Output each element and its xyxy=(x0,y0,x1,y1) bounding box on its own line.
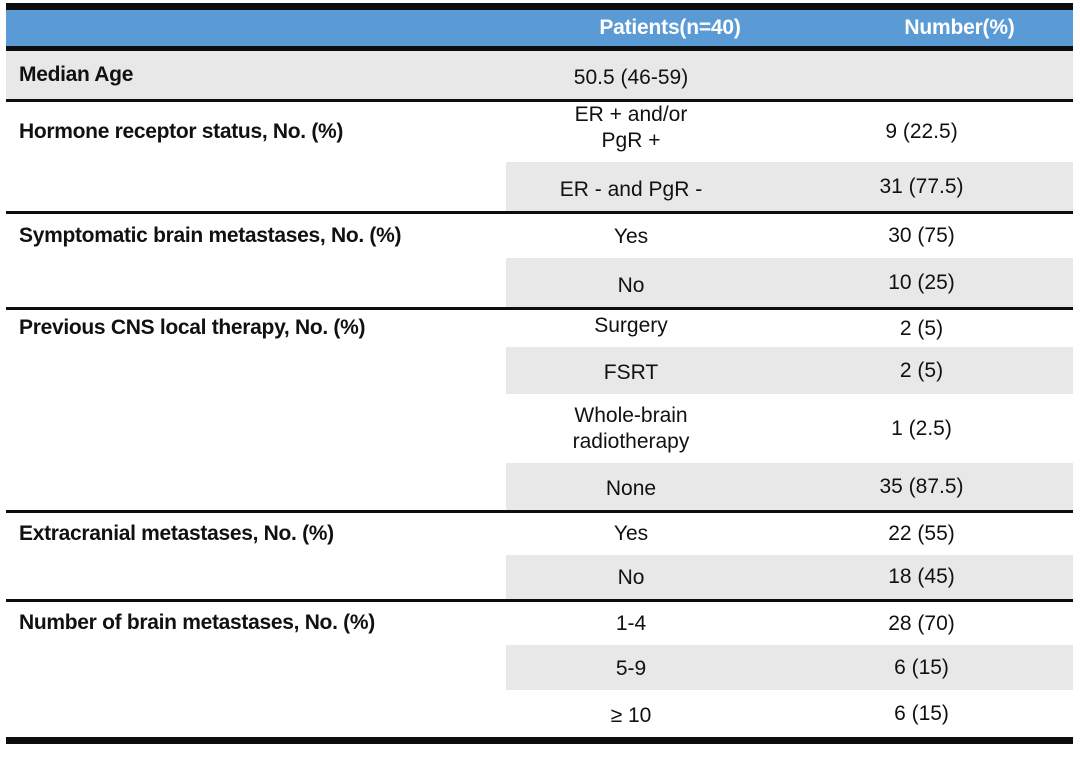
patients-cell: ER + and/or PgR + xyxy=(506,99,756,163)
row-label-cell: Median Age xyxy=(6,48,506,101)
patients-cell: FSRT xyxy=(506,347,756,395)
row-label-spacer xyxy=(6,162,506,212)
number-cell: 10 (25) xyxy=(756,258,1073,309)
table-header-row: Patients(n=40) Number(%) xyxy=(6,6,1073,51)
row-label-cell: Previous CNS local therapy, No. (%) xyxy=(6,306,506,348)
table-row-extracranial-no: No 18 (45) xyxy=(6,555,1073,601)
number-cell: 9 (22.5) xyxy=(756,99,1073,163)
row-label-spacer xyxy=(6,645,506,690)
table-row-mets-5-9: 5-9 6 (15) xyxy=(6,645,1073,691)
header-patients-col: Patients(n=40) xyxy=(506,6,756,51)
number-cell: 22 (55) xyxy=(756,509,1073,556)
patient-characteristics-table: Patients(n=40) Number(%) Median Age 50.5… xyxy=(6,3,1073,744)
number-cell: 30 (75) xyxy=(756,210,1073,259)
table-row-none: None 35 (87.5) xyxy=(6,463,1073,512)
row-label-spacer xyxy=(6,690,506,740)
patients-cell: No xyxy=(506,258,756,309)
row-label-spacer xyxy=(6,347,506,394)
table-row-symptomatic-yes: Symptomatic brain metastases, No. (%) Ye… xyxy=(6,210,1073,259)
patients-cell: 5-9 xyxy=(506,645,756,691)
table-row-extracranial-yes: Extracranial metastases, No. (%) Yes 22 … xyxy=(6,509,1073,556)
row-label-spacer xyxy=(6,463,506,511)
row-label-spacer xyxy=(6,555,506,600)
patients-cell: ER - and PgR - xyxy=(506,162,756,213)
row-label-cell: Symptomatic brain metastases, No. (%) xyxy=(6,210,506,259)
number-cell: 1 (2.5) xyxy=(891,416,952,440)
patients-cell: 50.5 (46-59) xyxy=(506,48,756,101)
patients-cell: 1-4 xyxy=(506,598,756,646)
row-label-cell: Number of brain metastases, No. (%) xyxy=(6,598,506,646)
number-cell: 31 (77.5) xyxy=(756,162,1073,213)
table-row-symptomatic-no: No 10 (25) xyxy=(6,258,1073,309)
patients-cell: Surgery xyxy=(506,306,756,348)
table-row-mets-ge-10: ≥ 10 6 (15) xyxy=(6,690,1073,740)
number-cell: 28 (70) xyxy=(756,598,1073,646)
patients-cell: Yes xyxy=(506,509,756,556)
table-row-mets-1-4: Number of brain metastases, No. (%) 1-4 … xyxy=(6,598,1073,646)
table-row-median-age: Median Age 50.5 (46-59) xyxy=(6,48,1073,101)
number-cell: 18 (45) xyxy=(756,555,1073,601)
number-cell: 2 (5) xyxy=(756,306,1073,348)
number-cell xyxy=(756,48,1073,101)
row-label-cell: Hormone receptor status, No. (%) xyxy=(6,99,506,163)
patients-cell: Yes xyxy=(506,210,756,259)
table-row-er-negative: ER - and PgR - 31 (77.5) xyxy=(6,162,1073,213)
patients-cell: None xyxy=(506,463,756,512)
header-spacer-cell xyxy=(6,6,506,51)
patients-cell: No xyxy=(506,555,756,601)
table-row-fsrt: FSRT 2 (5) xyxy=(6,347,1073,395)
number-cell: 6 (15) xyxy=(756,645,1073,691)
number-cell: 35 (87.5) xyxy=(756,463,1073,512)
table-row-surgery: Previous CNS local therapy, No. (%) Surg… xyxy=(6,306,1073,348)
row-label-cell: Extracranial metastases, No. (%) xyxy=(6,509,506,556)
row-label-spacer xyxy=(6,258,506,308)
number-cell: 6 (15) xyxy=(894,701,949,725)
header-number-col: Number(%) xyxy=(756,6,1073,51)
table-row-er-positive: Hormone receptor status, No. (%) ER + an… xyxy=(6,99,1073,163)
number-cell: 2 (5) xyxy=(756,347,1073,395)
row-label-spacer xyxy=(6,394,506,463)
patients-cell: Whole-brain radiotherapy xyxy=(572,404,690,454)
patients-cell: ≥ 10 xyxy=(610,703,652,727)
table-row-wbrt: Whole-brain radiotherapy 1 (2.5) xyxy=(6,394,1073,463)
